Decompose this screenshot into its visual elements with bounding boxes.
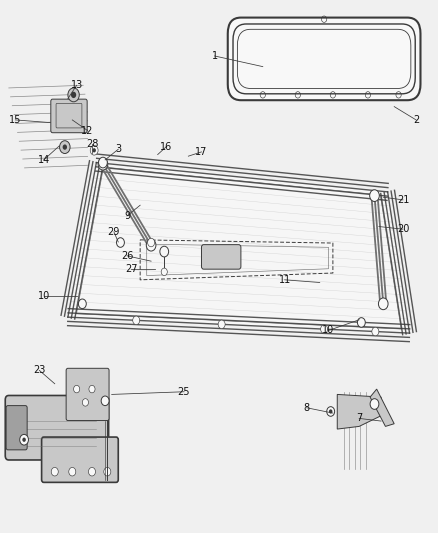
Circle shape bbox=[51, 467, 58, 476]
Text: 21: 21 bbox=[397, 195, 409, 205]
Text: 15: 15 bbox=[9, 115, 21, 125]
Circle shape bbox=[71, 92, 76, 98]
Circle shape bbox=[329, 409, 332, 414]
Circle shape bbox=[69, 467, 76, 476]
Circle shape bbox=[321, 325, 328, 334]
Circle shape bbox=[98, 158, 108, 170]
Text: 10: 10 bbox=[322, 326, 335, 335]
Text: 27: 27 bbox=[125, 264, 138, 274]
FancyBboxPatch shape bbox=[42, 437, 118, 482]
Text: 2: 2 bbox=[413, 115, 419, 125]
Circle shape bbox=[92, 148, 96, 152]
Polygon shape bbox=[370, 389, 394, 426]
Circle shape bbox=[148, 238, 155, 247]
Text: 29: 29 bbox=[108, 227, 120, 237]
Circle shape bbox=[133, 316, 140, 325]
Text: 28: 28 bbox=[86, 139, 98, 149]
Text: 26: 26 bbox=[121, 251, 133, 261]
Circle shape bbox=[160, 246, 169, 257]
Text: 7: 7 bbox=[356, 414, 362, 423]
Text: 9: 9 bbox=[124, 211, 130, 221]
FancyBboxPatch shape bbox=[51, 99, 87, 133]
Circle shape bbox=[357, 318, 365, 327]
Circle shape bbox=[104, 467, 111, 476]
Text: 25: 25 bbox=[178, 387, 190, 397]
Text: 1: 1 bbox=[212, 51, 218, 61]
Circle shape bbox=[218, 320, 225, 328]
Text: 11: 11 bbox=[279, 275, 291, 285]
Circle shape bbox=[101, 396, 109, 406]
FancyBboxPatch shape bbox=[6, 406, 27, 450]
Text: 10: 10 bbox=[38, 291, 50, 301]
Circle shape bbox=[68, 88, 79, 102]
Circle shape bbox=[20, 434, 28, 445]
Text: 13: 13 bbox=[71, 80, 83, 90]
Text: 16: 16 bbox=[160, 142, 173, 151]
FancyBboxPatch shape bbox=[5, 395, 109, 460]
Circle shape bbox=[82, 399, 88, 406]
Circle shape bbox=[22, 438, 26, 442]
Text: 3: 3 bbox=[115, 144, 121, 154]
FancyBboxPatch shape bbox=[228, 18, 420, 100]
Circle shape bbox=[89, 385, 95, 393]
Circle shape bbox=[88, 467, 95, 476]
Circle shape bbox=[78, 299, 86, 309]
Circle shape bbox=[60, 141, 70, 154]
Circle shape bbox=[161, 268, 167, 276]
Circle shape bbox=[74, 385, 80, 393]
Circle shape bbox=[378, 298, 388, 310]
FancyBboxPatch shape bbox=[66, 368, 109, 421]
Polygon shape bbox=[68, 163, 410, 333]
Circle shape bbox=[90, 146, 98, 155]
Text: 20: 20 bbox=[397, 224, 409, 234]
Text: 12: 12 bbox=[81, 126, 94, 135]
Text: 17: 17 bbox=[195, 147, 208, 157]
Text: 23: 23 bbox=[33, 366, 46, 375]
Text: 8: 8 bbox=[304, 403, 310, 413]
Polygon shape bbox=[337, 394, 381, 429]
Circle shape bbox=[372, 327, 379, 336]
Circle shape bbox=[327, 407, 335, 416]
Circle shape bbox=[117, 238, 124, 247]
Circle shape bbox=[370, 399, 379, 409]
Text: 14: 14 bbox=[38, 155, 50, 165]
Circle shape bbox=[63, 144, 67, 150]
Circle shape bbox=[99, 157, 107, 168]
Circle shape bbox=[146, 239, 156, 251]
FancyBboxPatch shape bbox=[201, 245, 241, 269]
Circle shape bbox=[370, 190, 379, 201]
